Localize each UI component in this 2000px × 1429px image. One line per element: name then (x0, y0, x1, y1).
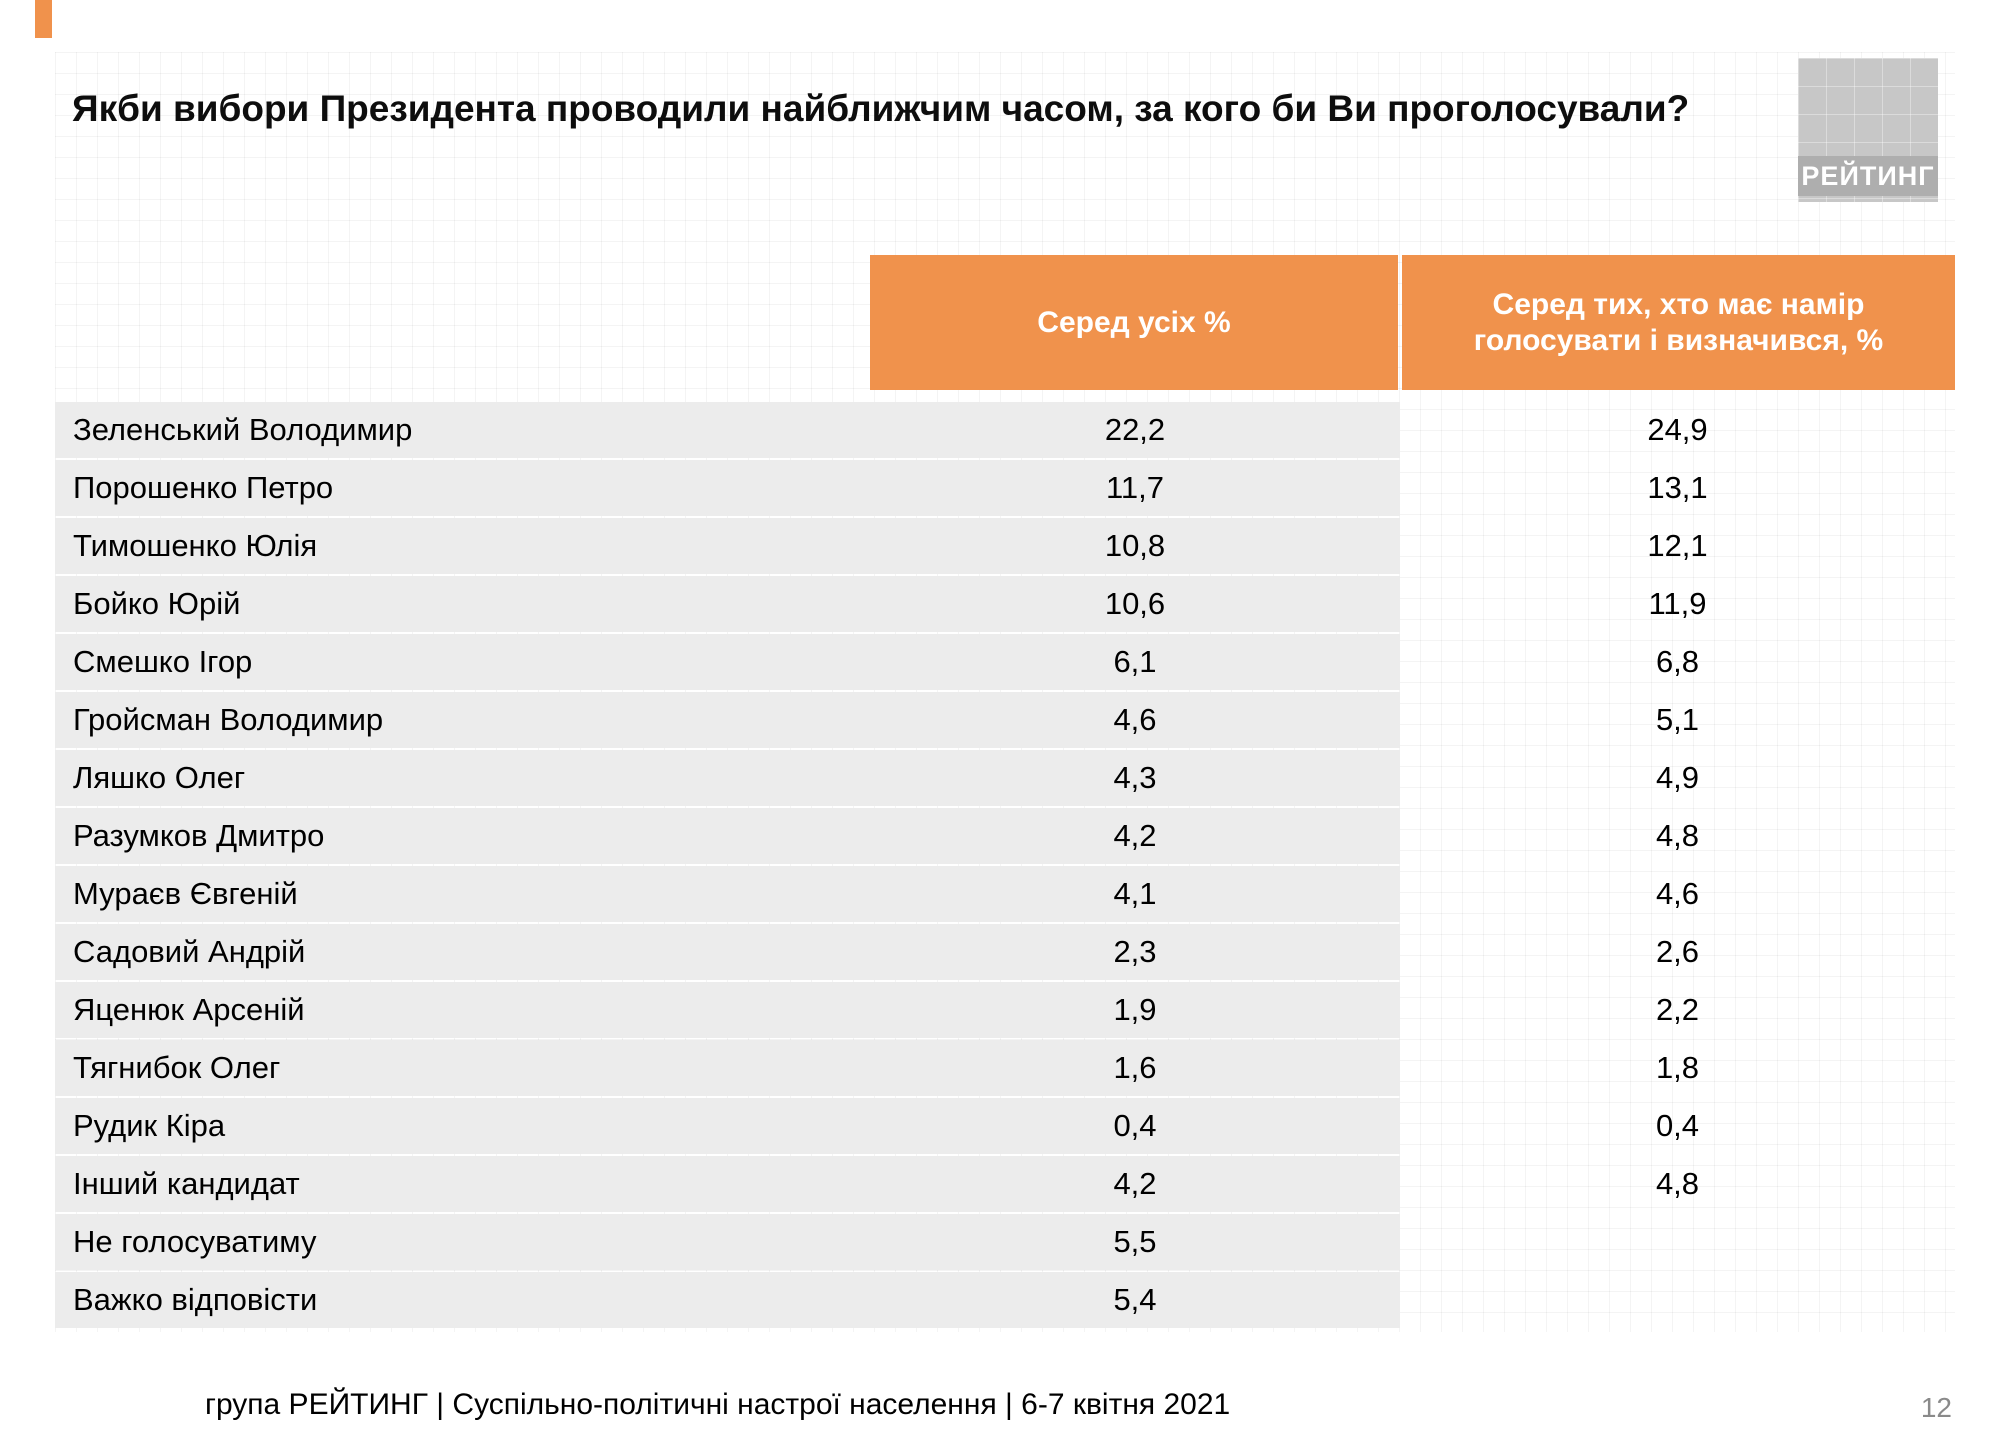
table-row: Важко відповісти 5,4 (55, 1272, 1955, 1328)
value-among-all: 6,1 (1113, 644, 1157, 679)
value-among-decided: 4,8 (1655, 1166, 1700, 1201)
row-gray-band: Інший кандидат 4,2 (55, 1156, 1400, 1212)
page-title: Якби вибори Президента проводили найближ… (72, 88, 1690, 129)
candidate-name: Садовий Андрій (73, 934, 306, 969)
value-among-decided: 12,1 (1647, 528, 1708, 563)
candidate-name: Разумков Дмитро (73, 818, 325, 853)
value-among-all: 2,3 (1113, 934, 1157, 969)
candidate-name: Порошенко Петро (73, 470, 334, 505)
column-header-among-decided: Серед тих, хто має намір голосувати і ви… (1402, 255, 1955, 390)
candidate-name: Важко відповісти (73, 1282, 318, 1317)
value-among-all: 4,2 (1113, 1166, 1157, 1201)
table-row: Разумков Дмитро 4,2 4,8 (55, 808, 1955, 864)
table-row: Яценюк Арсеній 1,9 2,2 (55, 982, 1955, 1038)
candidate-name: Інший кандидат (73, 1166, 300, 1201)
table-row: Садовий Андрій 2,3 2,6 (55, 924, 1955, 980)
value-among-decided: 0,4 (1655, 1108, 1700, 1143)
table-body: Зеленський Володимир 22,2 24,9 Порошенко… (55, 402, 1955, 1328)
table-row: Бойко Юрій 10,6 11,9 (55, 576, 1955, 632)
row-gray-band: Мураєв Євгеній 4,1 (55, 866, 1400, 922)
candidate-name: Гройсман Володимир (73, 702, 384, 737)
row-gray-band: Тимошенко Юлія 10,8 (55, 518, 1400, 574)
table-row: Гройсман Володимир 4,6 5,1 (55, 692, 1955, 748)
page-number: 12 (1920, 1392, 1952, 1423)
column-header-among-all: Серед усіх % (870, 255, 1398, 390)
row-gray-band: Яценюк Арсеній 1,9 (55, 982, 1400, 1038)
table-row: Тимошенко Юлія 10,8 12,1 (55, 518, 1955, 574)
rating-group-logo: РЕЙТИНГ (1798, 58, 1938, 202)
results-table: Серед усіх % Серед тих, хто має намір го… (55, 255, 1955, 1330)
row-gray-band: Не голосуватиму 5,5 (55, 1214, 1400, 1270)
row-gray-band: Тягнибок Олег 1,6 (55, 1040, 1400, 1096)
candidate-name: Зеленський Володимир (73, 412, 413, 447)
row-gray-band: Бойко Юрій 10,6 (55, 576, 1400, 632)
candidate-name: Не голосуватиму (73, 1224, 317, 1259)
value-among-all: 5,4 (1113, 1282, 1157, 1317)
row-gray-band: Разумков Дмитро 4,2 (55, 808, 1400, 864)
row-gray-band: Гройсман Володимир 4,6 (55, 692, 1400, 748)
value-among-decided: 2,6 (1655, 934, 1700, 969)
rating-logo-label: РЕЙТИНГ (1798, 156, 1938, 196)
candidate-name: Ляшко Олег (73, 760, 246, 795)
table-row: Зеленський Володимир 22,2 24,9 (55, 402, 1955, 458)
value-among-all: 1,6 (1113, 1050, 1157, 1085)
value-among-all: 10,8 (1104, 528, 1166, 563)
orange-corner-accent (35, 0, 52, 38)
row-gray-band: Порошенко Петро 11,7 (55, 460, 1400, 516)
value-among-all: 5,5 (1113, 1224, 1157, 1259)
row-gray-band: Садовий Андрій 2,3 (55, 924, 1400, 980)
value-among-all: 4,6 (1113, 702, 1157, 737)
table-header-row: Серед усіх % Серед тих, хто має намір го… (55, 255, 1955, 390)
row-gray-band: Рудик Кіра 0,4 (55, 1098, 1400, 1154)
value-among-decided: 2,2 (1655, 992, 1700, 1027)
table-row: Ляшко Олег 4,3 4,9 (55, 750, 1955, 806)
candidate-name: Яценюк Арсеній (73, 992, 305, 1027)
candidate-name: Бойко Юрій (73, 586, 241, 621)
value-among-all: 10,6 (1104, 586, 1166, 621)
value-among-all: 4,1 (1113, 876, 1157, 911)
value-among-all: 1,9 (1113, 992, 1157, 1027)
value-among-decided: 5,1 (1655, 702, 1700, 737)
table-row: Інший кандидат 4,2 4,8 (55, 1156, 1955, 1212)
header-spacer (55, 255, 870, 390)
candidate-name: Рудик Кіра (73, 1108, 226, 1143)
value-among-decided: 24,9 (1647, 412, 1708, 447)
value-among-all: 11,7 (1105, 470, 1165, 505)
value-among-decided: 4,9 (1655, 760, 1700, 795)
value-among-all: 4,2 (1113, 818, 1157, 853)
value-among-all: 4,3 (1113, 760, 1157, 795)
value-among-decided: 1,8 (1655, 1050, 1700, 1085)
row-gray-band: Ляшко Олег 4,3 (55, 750, 1400, 806)
value-among-decided (1400, 1214, 1955, 1270)
table-row: Мураєв Євгеній 4,1 4,6 (55, 866, 1955, 922)
value-among-decided (1400, 1272, 1955, 1328)
table-row: Смешко Ігор 6,1 6,8 (55, 634, 1955, 690)
value-among-decided: 4,8 (1655, 818, 1700, 853)
table-row: Порошенко Петро 11,7 13,1 (55, 460, 1955, 516)
candidate-name: Смешко Ігор (73, 644, 253, 679)
row-gray-band: Зеленський Володимир 22,2 (55, 402, 1400, 458)
candidate-name: Тягнибок Олег (73, 1050, 281, 1085)
table-row: Рудик Кіра 0,4 0,4 (55, 1098, 1955, 1154)
value-among-decided: 4,6 (1655, 876, 1700, 911)
candidate-name: Мураєв Євгеній (73, 876, 298, 911)
table-row: Не голосуватиму 5,5 (55, 1214, 1955, 1270)
candidate-name: Тимошенко Юлія (73, 528, 318, 563)
value-among-decided: 13,1 (1647, 470, 1708, 505)
value-among-all: 22,2 (1104, 412, 1166, 447)
row-gray-band: Важко відповісти 5,4 (55, 1272, 1400, 1328)
footer-source-text: група РЕЙТИНГ | Суспільно-політичні наст… (205, 1388, 1231, 1421)
row-gray-band: Смешко Ігор 6,1 (55, 634, 1400, 690)
table-row: Тягнибок Олег 1,6 1,8 (55, 1040, 1955, 1096)
value-among-all: 0,4 (1113, 1108, 1157, 1143)
value-among-decided: 11,9 (1648, 586, 1707, 621)
value-among-decided: 6,8 (1655, 644, 1700, 679)
